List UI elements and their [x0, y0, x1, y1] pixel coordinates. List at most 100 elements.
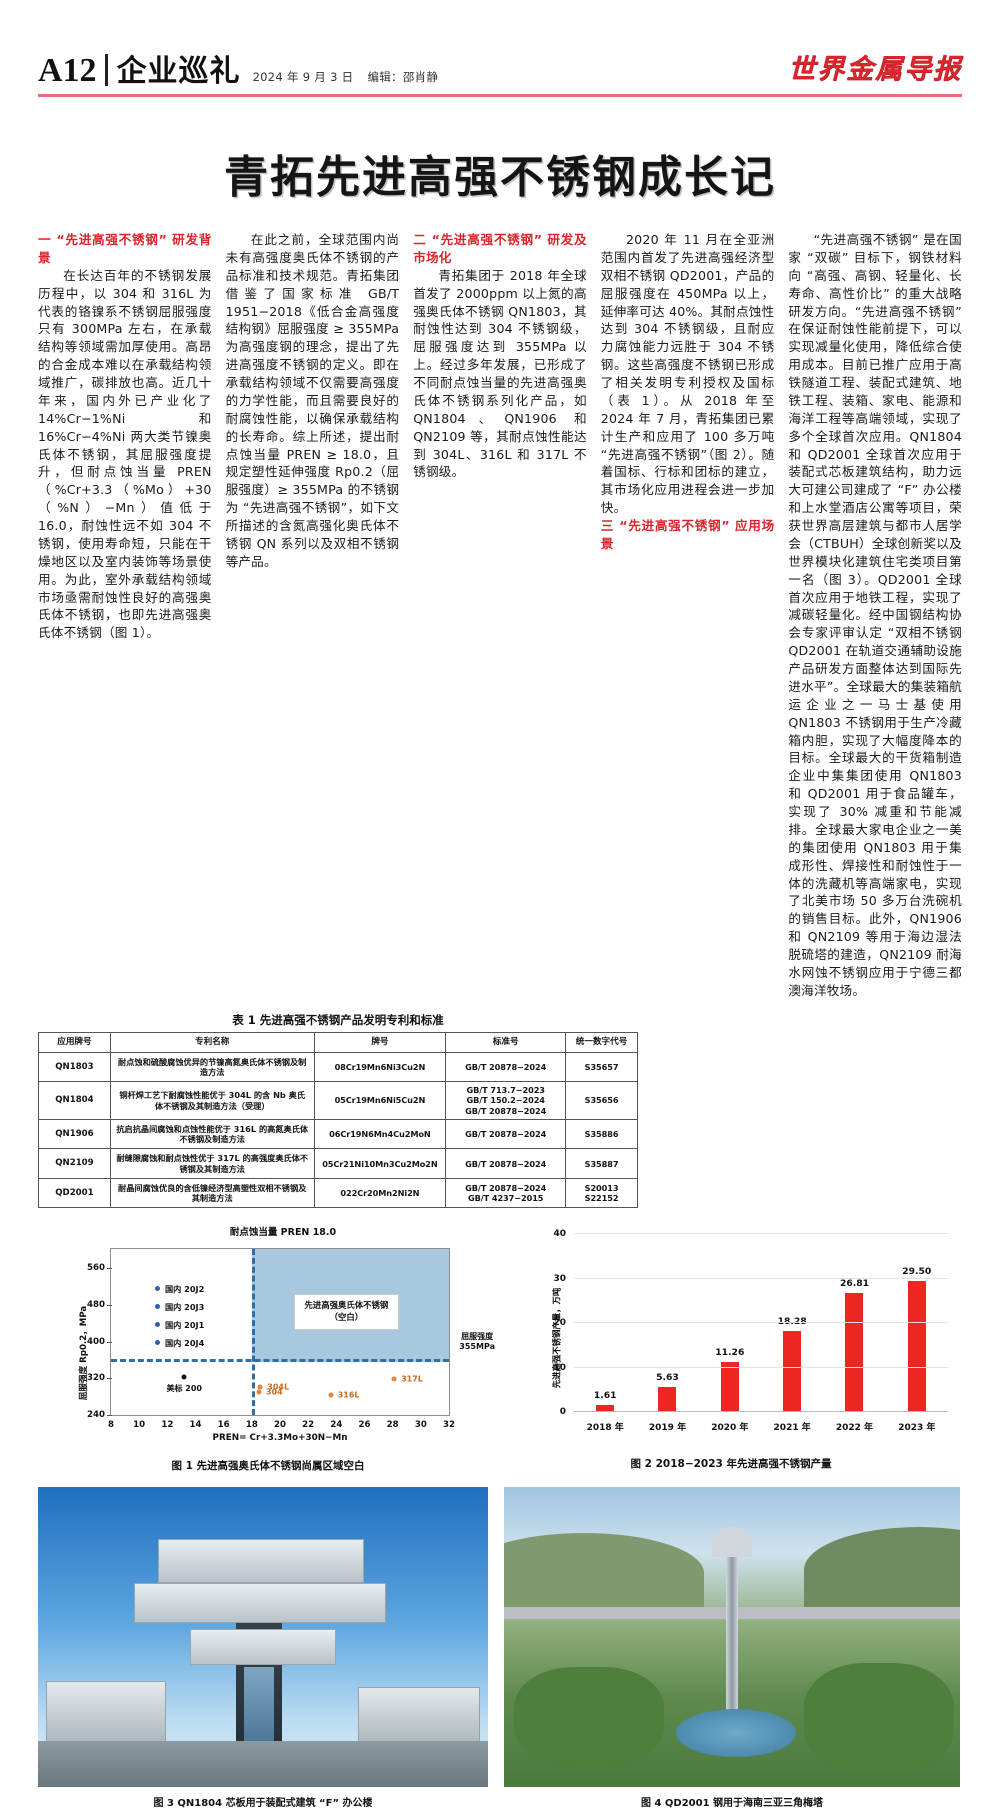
bar-value-label: 29.50 [902, 1266, 932, 1278]
section-title: 企业巡礼 [116, 54, 241, 89]
scatter-point-label: 304L [267, 1382, 290, 1392]
newspaper-page: A12 企业巡礼 2024 年 9 月 3 日 编辑：邵肖静 世界金属导报 青拓… [0, 30, 1000, 1809]
legend-dot-icon [154, 1304, 160, 1310]
cell-code: S35656 [565, 1081, 638, 1120]
legend-label: 国内 20J3 [164, 1301, 205, 1312]
bar-value-label: 26.81 [839, 1278, 869, 1290]
scatter-x-tick: 32 [443, 1420, 455, 1431]
column-3: 二 “先进高强不锈钢” 研发及市场化 青拓集团于 2018 年全球首发了 200… [413, 231, 587, 1000]
scatter-box: 屈服强度 Rp0.2，MPa 先进高强奥氏体不锈钢 （空白） 国内 20J2 国内 … [38, 1242, 498, 1454]
figure-1: 耐点蚀当量 PREN 18.0 屈服强度 Rp0.2，MPa 先进高强奥氏体不锈… [38, 1224, 498, 1473]
bar-slot: 18.28 2021 年 [761, 1234, 823, 1433]
photo-block-2: 图 4 QD2001 钢用于海南三亚三角梅塔 [504, 1487, 960, 1809]
scatter-y-tick: 240 [87, 1410, 112, 1421]
building-glass [244, 1667, 274, 1742]
cell-designation: 08Cr19Mn6Ni3Cu2N [313, 1051, 447, 1083]
legend-label: 国内 20J2 [164, 1283, 205, 1294]
paragraph-2-2: 2020 年 11 月在全亚洲范围内首发了先进高强经济型双相不锈钢 QD2001… [600, 232, 775, 516]
scatter-plot-area: 先进高强奥氏体不锈钢 （空白） 国内 20J2 国内 20J3 国内 20J1 国内 2… [87, 1248, 495, 1443]
figure-2: 先进高强不锈钢产量，万吨 1.61 2018 年 5.63 2019 年 11.26 20… [500, 1224, 962, 1473]
scatter-x-tick: 26 [358, 1420, 371, 1431]
scatter-ylabel: 屈服强度 Rp0.2，MPa [79, 1305, 90, 1400]
legend-dot-icon [154, 1322, 160, 1328]
table-header-row: 应用牌号 专利名称 牌号 标准号 统一数字代号 [38, 1031, 638, 1053]
bar-category-label: 2018 年 [586, 1423, 624, 1434]
scatter-point-label: 304 [265, 1387, 283, 1397]
low-building-right [358, 1687, 480, 1748]
section-heading-1: 一 “先进高强不锈钢” 研发背景 [38, 232, 212, 265]
garden-left [514, 1667, 664, 1768]
scatter-x-tick: 14 [189, 1420, 202, 1431]
th-grade: 应用牌号 [38, 1031, 111, 1053]
publication-date: 2024 年 9 月 3 日 [252, 70, 354, 84]
bar-slot: 29.50 2023 年 [886, 1234, 948, 1433]
bar-value-label: 5.63 [656, 1372, 679, 1384]
cell-patent: 铜杆焊工艺下耐腐蚀性能优于 304L 的含 Nb 奥氏体不锈钢及其制造方法（受理… [109, 1081, 315, 1120]
bar-value-label: 1.61 [593, 1390, 617, 1402]
cell-code: S35886 [565, 1118, 638, 1150]
th-designation: 牌号 [313, 1031, 447, 1053]
table-1-title: 表 1 先进高强不锈钢产品发明专利和标准 [232, 1012, 444, 1027]
paragraph-3-1: “先进高强不锈钢” 是在国家 “双碳” 目标下，钢铁材料向 “高强、高钢、轻量化… [788, 232, 962, 998]
bar-box: 先进高强不锈钢产量，万吨 1.61 2018 年 5.63 2019 年 11.26 20… [500, 1224, 962, 1452]
bar[interactable] [720, 1362, 739, 1413]
cell-designation: 05Cr21Ni10Mn3Cu2Mo2N [313, 1148, 447, 1179]
paragraph-1-2: 在此之前，全球范围内尚未有高强度奥氏体不锈钢的产品标准和技术规范。青拓集团借鉴了… [225, 232, 400, 569]
bar-y-tick: 0 [559, 1407, 566, 1418]
cell-patent: 抗启抗晶间腐蚀和点蚀性能优于 316L 的高氮奥氏体不锈钢及制造方法 [109, 1118, 315, 1150]
scatter-x-tick: 8 [108, 1420, 114, 1431]
paragraph-1-1: 在长达百年的不锈钢发展历程中，以 304 和 316L 为代表的铬镍系不锈钢屈服… [38, 267, 212, 641]
photo-1-caption: 图 3 QN1804 芯板用于装配式建筑 “F” 办公楼 [153, 1798, 373, 1809]
cell-grade: QN1804 [38, 1081, 111, 1120]
bar-category-label: 2023 年 [898, 1423, 936, 1434]
bar[interactable] [907, 1281, 926, 1413]
bar-value-label: 18.28 [778, 1316, 807, 1327]
tower-crown [712, 1527, 752, 1558]
ground-plane [38, 1741, 488, 1788]
bar-category-label: 2022 年 [835, 1423, 874, 1434]
photo-row: 图 3 QN1804 芯板用于装配式建筑 “F” 办公楼 图 4 QD2001 … [38, 1487, 962, 1809]
scatter-point [328, 1392, 334, 1398]
scatter-title: 耐点蚀当量 PREN 18.0 [229, 1227, 337, 1239]
observation-tower [726, 1545, 738, 1736]
bar-category-label: 2021 年 [773, 1423, 811, 1434]
scatter-point-label: 316L [337, 1390, 360, 1400]
scatter-point-label: 美标 200 [166, 1384, 202, 1394]
bar-plot-area: 1.61 2018 年 5.63 2019 年 11.26 2020 年 18.28 2021… [553, 1229, 948, 1433]
masthead-divider [104, 54, 108, 86]
cell-standard: GB/T 20878−2024 [445, 1051, 567, 1083]
article-columns: 一 “先进高强不锈钢” 研发背景 在长达百年的不锈钢发展历程中，以 304 和 … [38, 231, 962, 1000]
scatter-x-tick: 30 [414, 1420, 427, 1431]
photo-sanya-bougainvillea-tower [504, 1487, 960, 1788]
bar[interactable] [596, 1405, 615, 1413]
scatter-x-tick: 18 [245, 1420, 258, 1431]
bar-y-tick: 10 [553, 1362, 566, 1373]
scatter-x-tick: 28 [386, 1420, 399, 1431]
cell-grade: QN2109 [38, 1148, 111, 1179]
bar-gridline [574, 1233, 948, 1235]
th-patent: 专利名称 [109, 1031, 315, 1053]
bar[interactable] [783, 1331, 802, 1413]
scatter-y-tick: 560 [87, 1262, 112, 1273]
cell-designation: 022Cr20Mn2Ni2N [313, 1177, 447, 1209]
scatter-legend-item: 国内 20J1 [154, 1319, 205, 1331]
scatter-x-tick: 20 [274, 1420, 286, 1431]
th-standard: 标准号 [445, 1031, 567, 1053]
bar-slot: 1.61 2018 年 [574, 1234, 636, 1433]
column-2: 在此之前，全球范围内尚未有高强度奥氏体不锈钢的产品标准和技术规范。青拓集团借鉴了… [226, 231, 400, 1000]
scatter-point-label: 317L [401, 1374, 423, 1384]
legend-label: 国内 20J1 [164, 1319, 205, 1330]
scatter-y-tick: 480 [87, 1299, 112, 1310]
garden-right [804, 1663, 954, 1774]
bar[interactable] [658, 1387, 677, 1413]
section-heading-2: 二 “先进高强不锈钢” 研发及市场化 [413, 232, 587, 265]
th-code: 统一数字代号 [565, 1031, 638, 1053]
scatter-x-tick: 24 [330, 1420, 343, 1431]
charts-row: 耐点蚀当量 PREN 18.0 屈服强度 Rp0.2，MPa 先进高强奥氏体不锈… [38, 1224, 962, 1473]
editor-credit: 编辑：邵肖静 [367, 70, 439, 84]
photo-2-caption: 图 4 QD2001 钢用于海南三亚三角梅塔 [640, 1798, 824, 1809]
cell-designation: 06Cr19N6Mn4Cu2MoN [313, 1118, 447, 1150]
cell-standard: GB/T 713.7−2023 GB/T 150.2−2024 GB/T 20878… [445, 1081, 567, 1120]
scatter-legend: 国内 20J2 国内 20J3 国内 20J1 国内 20J4 [154, 1283, 205, 1355]
bar[interactable] [845, 1293, 864, 1413]
